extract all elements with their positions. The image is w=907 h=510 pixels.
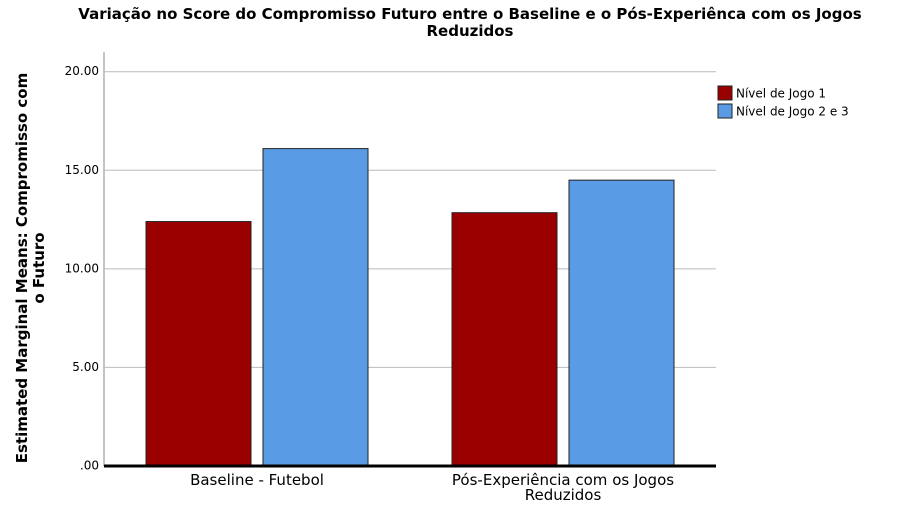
y-axis-label: Estimated Marginal Means: Compromisso co…: [13, 72, 48, 464]
chart-title: Variação no Score do Compromisso Futuro …: [78, 5, 862, 40]
legend-swatch: [717, 103, 733, 119]
y-tick-label: 10.00: [65, 261, 99, 275]
bar: [568, 179, 675, 467]
legend-label: Nível de Jogo 2 e 3: [736, 105, 849, 119]
y-tick-label: .00: [80, 459, 99, 473]
y-tick-label: 5.00: [72, 360, 99, 374]
bar: [262, 148, 369, 467]
bar: [451, 212, 558, 467]
y-tick-label: 20.00: [65, 64, 99, 78]
x-tick-label: Pós-Experiência com os Jogos Reduzidos: [451, 471, 675, 504]
y-tick-label: 15.00: [65, 163, 99, 177]
legend-label: Nível de Jogo 1: [736, 87, 826, 101]
x-tick-label: Baseline - Futebol: [190, 471, 324, 489]
bar: [145, 221, 252, 467]
legend-swatch: [717, 85, 733, 101]
